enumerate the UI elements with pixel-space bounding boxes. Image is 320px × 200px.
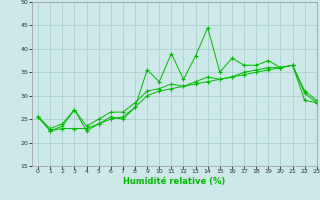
X-axis label: Humidité relative (%): Humidité relative (%) — [123, 177, 226, 186]
